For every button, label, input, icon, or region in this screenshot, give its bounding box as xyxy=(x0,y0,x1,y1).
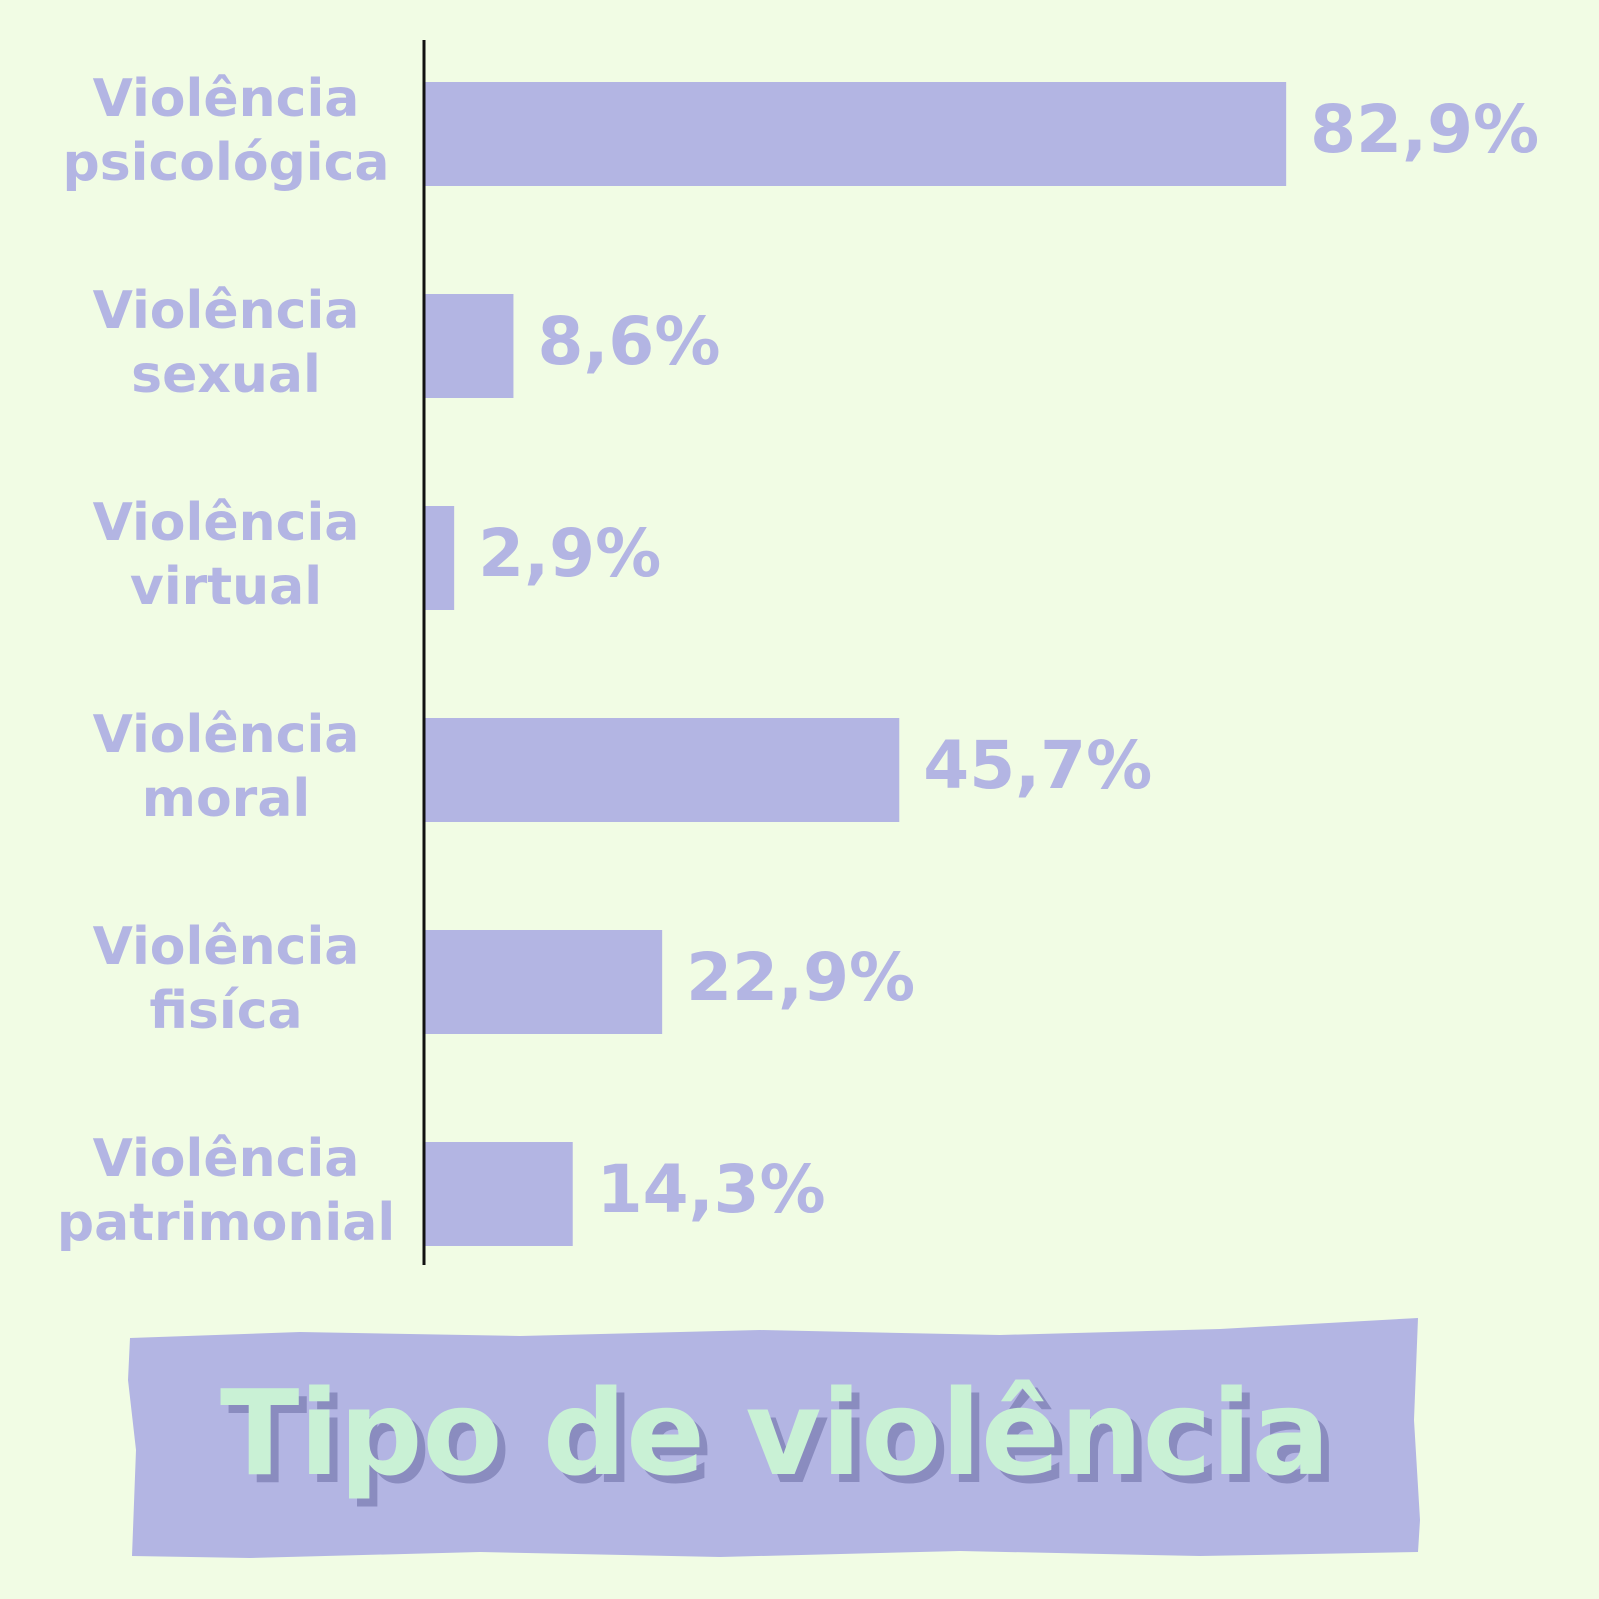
bar xyxy=(424,718,900,822)
value-label: 8,6% xyxy=(537,303,720,380)
category-label: patrimonial xyxy=(57,1193,395,1253)
bars xyxy=(424,82,1287,1246)
category-label: Violência xyxy=(93,281,360,341)
title-banner-shape xyxy=(128,1318,1420,1558)
chart-title-shadow: Tipo de violência xyxy=(228,1372,1338,1510)
bar xyxy=(424,506,455,610)
category-label: sexual xyxy=(131,345,321,405)
bar xyxy=(424,1142,573,1246)
category-label: moral xyxy=(142,769,310,829)
title-banner: Tipo de violência Tipo de violência xyxy=(128,1318,1420,1558)
bar xyxy=(424,930,663,1034)
category-label: Violência xyxy=(93,493,360,553)
value-label: 22,9% xyxy=(686,939,915,1016)
value-label: 14,3% xyxy=(597,1151,826,1228)
category-label: virtual xyxy=(130,557,322,617)
category-label: Violência xyxy=(93,69,360,129)
category-label: Violência xyxy=(93,1129,360,1189)
bar xyxy=(424,294,514,398)
value-label: 82,9% xyxy=(1310,91,1539,168)
value-labels: 82,9% 8,6% 2,9% 45,7% 22,9% 14,3% xyxy=(478,91,1539,1228)
category-label: Violência xyxy=(93,917,360,977)
value-label: 45,7% xyxy=(923,727,1152,804)
category-label: psicológica xyxy=(62,133,389,193)
chart-title: Tipo de violência xyxy=(220,1364,1330,1502)
value-label: 2,9% xyxy=(478,515,661,592)
category-label: fisíca xyxy=(149,981,302,1041)
bar xyxy=(424,82,1287,186)
category-labels: ViolênciapsicológicaViolênciasexualViolê… xyxy=(57,69,395,1253)
category-label: Violência xyxy=(93,705,360,765)
